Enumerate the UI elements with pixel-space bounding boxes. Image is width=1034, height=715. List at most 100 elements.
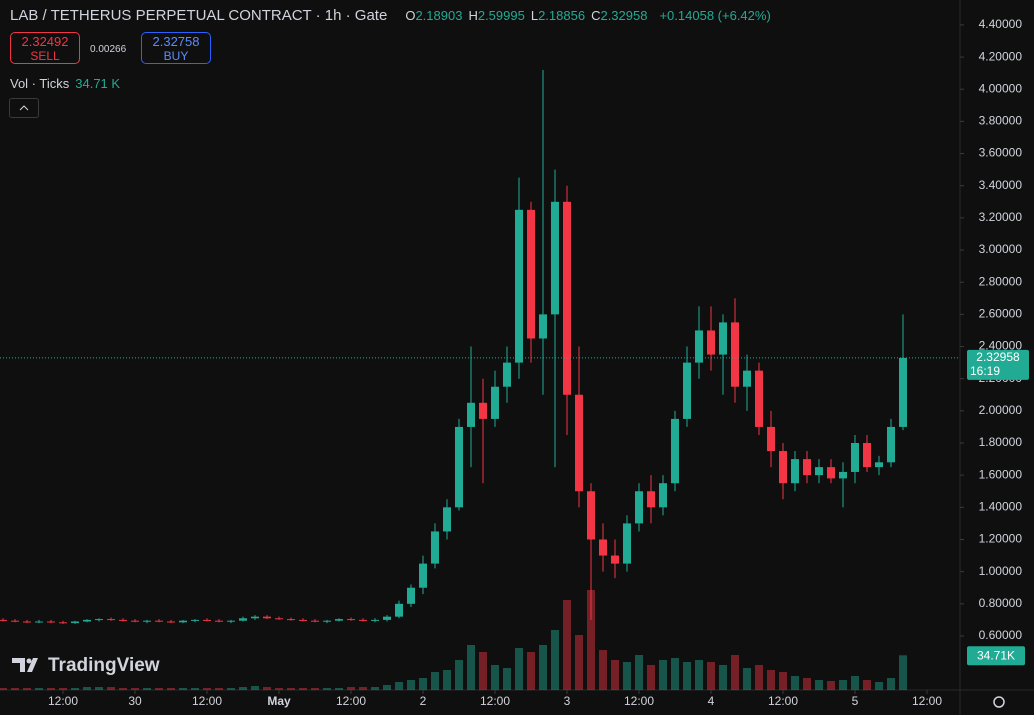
volume-bar: [467, 645, 475, 690]
candle-body: [287, 619, 295, 621]
candle-body: [527, 209, 535, 339]
candle-body: [887, 426, 895, 463]
y-tick-label: 0.60000: [979, 628, 1023, 642]
volume-bar: [707, 662, 715, 690]
volume-bar: [59, 688, 67, 690]
volume-legend-value: 34.71 K: [75, 76, 121, 91]
x-tick-label: 12:00: [768, 694, 798, 708]
ohlc: O2.18903 H2.59995 L2.18856 C2.32958: [399, 8, 647, 23]
volume-bar: [203, 688, 211, 690]
volume-bar: [431, 672, 439, 690]
candle-body: [827, 467, 835, 479]
candle-body: [875, 462, 883, 468]
volume-bar: [503, 668, 511, 690]
volume-bar: [95, 687, 103, 690]
volume-legend-label: Vol · Ticks: [10, 76, 70, 91]
volume-bar: [251, 686, 259, 690]
volume-bar: [119, 688, 127, 690]
y-tick-label: 1.60000: [979, 467, 1023, 481]
volume-bar: [23, 688, 31, 690]
volume-bar: [335, 688, 343, 690]
watermark-dot: [26, 658, 32, 664]
candle-body: [671, 418, 679, 484]
volume-label: 34.71K: [977, 648, 1015, 662]
candle-body: [395, 603, 403, 617]
volume-bar: [371, 687, 379, 690]
collapse-button[interactable]: [9, 98, 39, 118]
candle-body: [119, 619, 127, 621]
y-tick-label: 0.80000: [979, 596, 1023, 610]
ohlc-label: O: [405, 8, 416, 23]
candle-body: [239, 618, 247, 621]
volume-bar: [515, 648, 523, 690]
candle-body: [575, 394, 583, 492]
volume-bar: [563, 600, 571, 690]
volume-bar: [71, 688, 79, 690]
volume-bar: [83, 687, 91, 690]
sell-price: 2.32492: [21, 34, 69, 49]
volume-bar: [287, 688, 295, 690]
candle-body: [419, 563, 427, 588]
volume-bar: [155, 688, 163, 690]
candle-body: [839, 471, 847, 479]
candle-body: [899, 357, 907, 427]
candle-body: [515, 209, 523, 363]
last-price-label: 2.32958: [976, 350, 1020, 364]
candle-body: [731, 322, 739, 387]
title: LAB / TETHERUS PERPETUAL CONTRACT · 1h ·…: [10, 7, 388, 24]
volume-bar: [347, 687, 355, 690]
candle-body: [443, 507, 451, 532]
sell-button[interactable]: 2.32492 SELL: [10, 32, 80, 64]
candle-body: [215, 620, 223, 622]
x-tick-label: 12:00: [624, 694, 654, 708]
volume-bar: [815, 680, 823, 690]
volume-bar: [47, 688, 55, 690]
candle-body: [551, 201, 559, 315]
candle-body: [23, 621, 31, 623]
candle-body: [611, 555, 619, 564]
candle-body: [143, 620, 151, 622]
candle-body: [431, 531, 439, 564]
volume-bar: [863, 680, 871, 690]
volume-bar: [599, 650, 607, 690]
sell-label: SELL: [30, 49, 60, 63]
volume-bar: [179, 688, 187, 690]
volume-bar: [0, 688, 7, 690]
volume-legend: Vol · Ticks 34.71 K: [10, 76, 120, 91]
y-tick-label: 3.40000: [979, 178, 1023, 192]
x-tick-label: 12:00: [192, 694, 222, 708]
volume-bar: [659, 660, 667, 690]
buy-button[interactable]: 2.32758 BUY: [141, 32, 211, 64]
volume-bar: [683, 662, 691, 690]
candle-body: [851, 443, 859, 472]
candle-body: [203, 619, 211, 621]
candle-body: [647, 491, 655, 508]
volume-bar: [875, 682, 883, 690]
y-tick-label: 2.00000: [979, 403, 1023, 417]
y-tick-label: 2.60000: [979, 307, 1023, 321]
y-tick-label: 4.40000: [979, 17, 1023, 31]
volume-bar: [443, 670, 451, 690]
candle-body: [0, 619, 7, 621]
candle-body: [803, 459, 811, 476]
volume-bar: [383, 685, 391, 690]
candle-body: [359, 619, 367, 621]
volume-bar: [731, 655, 739, 690]
candle-body: [743, 370, 751, 387]
candle-body: [263, 616, 271, 619]
candle-body: [407, 587, 415, 604]
volume-bar: [275, 688, 283, 690]
candle-body: [167, 621, 175, 623]
candle-body: [623, 523, 631, 564]
volume-bar: [719, 665, 727, 690]
watermark: TradingView: [48, 655, 160, 676]
volume-bar: [191, 688, 199, 690]
ohlc-value: 2.32958: [600, 8, 648, 23]
header: LAB / TETHERUS PERPETUAL CONTRACT · 1h ·…: [10, 7, 771, 24]
y-tick-label: 3.80000: [979, 114, 1023, 128]
candle-body: [95, 619, 103, 621]
volume-bar: [407, 680, 415, 690]
candle-body: [131, 620, 139, 622]
volume-bar: [695, 660, 703, 690]
watermark-logo: [12, 658, 38, 672]
